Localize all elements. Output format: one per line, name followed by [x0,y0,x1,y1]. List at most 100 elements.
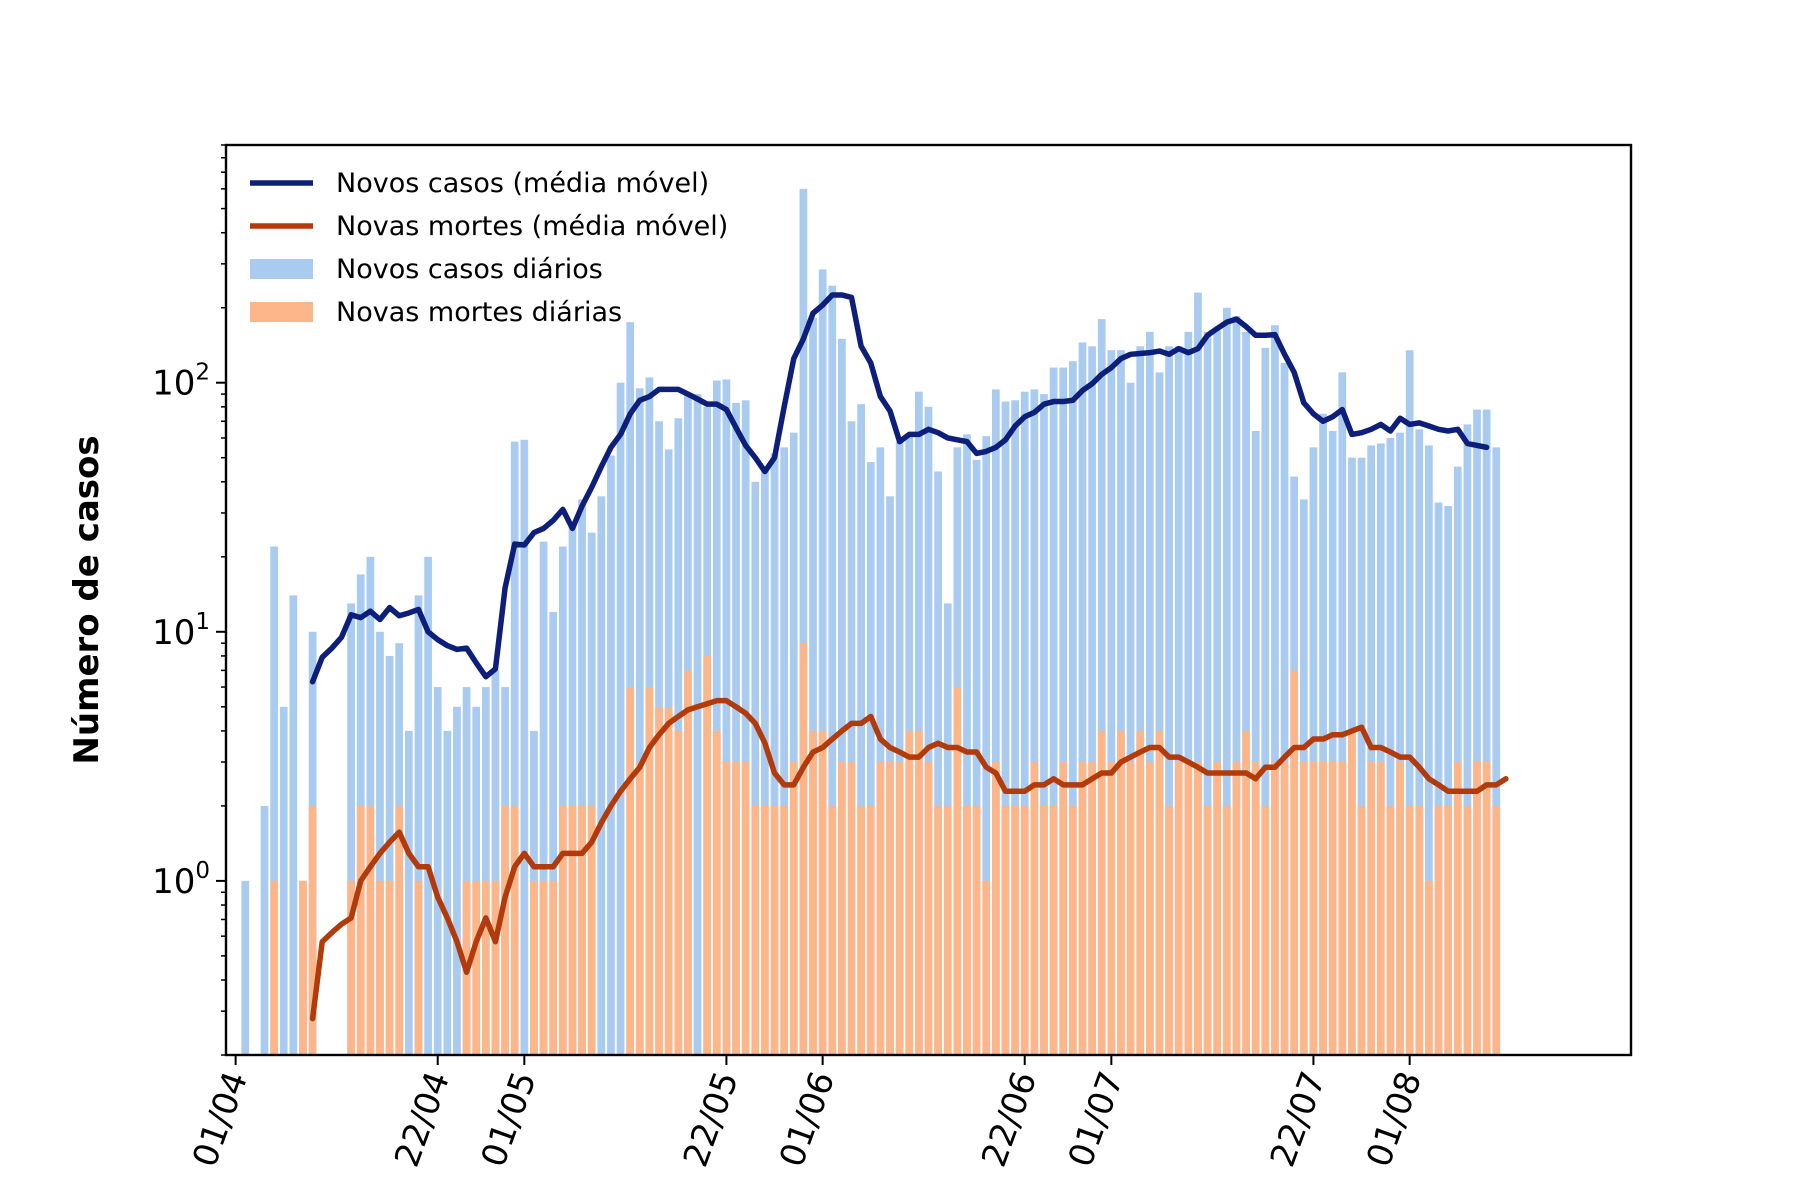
bar-novas-mortes [761,805,769,1055]
bar-novas-mortes [1261,805,1270,1055]
x-tick-label: 22/07 [1263,1066,1334,1172]
bar-novos-casos [520,439,529,1055]
bar-novas-mortes [366,805,375,1055]
bar-novos-casos [279,706,288,1055]
bar-novos-casos [260,805,269,1055]
bar-novas-mortes [645,687,654,1055]
bar-novas-mortes [1030,762,1039,1055]
bar-novos-casos [1049,367,1058,1056]
bar-novos-casos [712,380,721,1055]
bar-novos-casos [289,595,298,1055]
bar-novas-mortes [722,762,731,1055]
legend: Novos casos (média móvel) Novas mortes (m… [250,168,728,328]
bar-novas-mortes [376,880,384,1055]
bar-novos-casos [1242,331,1250,1056]
bar-novos-casos [866,462,875,1056]
bar-novas-mortes [1482,762,1491,1055]
bar-novos-casos [789,432,798,1055]
bar-novos-casos [385,655,394,1055]
bar-novas-mortes [895,762,904,1055]
bar-novos-casos [241,880,250,1055]
bar-novas-mortes [626,687,635,1055]
bar-novas-mortes [905,730,914,1055]
bar-novos-casos [1078,342,1087,1055]
plot-frame [224,143,1633,1057]
bar-novas-mortes [982,880,991,1055]
bar-novos-casos [1165,346,1173,1055]
bar-novas-mortes [1319,762,1327,1055]
bar-novos-casos [963,434,971,1055]
bar-novas-mortes [1069,805,1077,1055]
bar-novas-mortes [1309,762,1318,1055]
bar-novas-mortes [1088,762,1096,1055]
bar-novas-mortes [1155,730,1164,1055]
bar-novos-casos [847,421,856,1055]
bar-novos-casos [857,404,865,1055]
bar-novas-mortes [1145,762,1154,1055]
bar-novos-casos [693,394,702,1056]
bar-novas-mortes [1444,805,1453,1055]
bar-novas-mortes [395,805,404,1055]
bar-novos-casos [828,285,837,1055]
bar-novas-mortes [664,706,673,1055]
bar-novos-casos [607,455,615,1055]
bar-novos-casos [539,541,548,1055]
bar-novas-mortes [866,805,875,1055]
bar-novas-mortes [943,805,952,1055]
x-axis: 01/04 22/04 01/05 22/05 01/06 22/06 01/07 22/07… [185,1055,1430,1172]
bar-novas-mortes [828,805,837,1055]
bar-novas-mortes [1492,805,1501,1055]
bar-novas-mortes [385,880,394,1055]
x-tick-label: 01/06 [772,1066,843,1172]
bar-novos-casos [1415,429,1424,1055]
bar-novos-casos [1463,424,1472,1055]
bar-novas-mortes [1059,762,1068,1055]
bar-novos-casos [1328,430,1337,1056]
bar-novas-mortes [299,880,307,1055]
bar-novas-mortes [886,762,894,1055]
bar-novas-mortes [491,880,500,1055]
legend-label: Novos casos diários [336,254,603,285]
bar-novas-mortes [992,762,1000,1055]
bar-novos-casos [1213,330,1222,1055]
bar-novos-casos [1184,331,1193,1056]
x-tick-label: 22/04 [387,1066,458,1172]
bar-novos-casos [1280,362,1289,1056]
bar-novas-mortes [1020,805,1029,1055]
bar-novas-mortes [809,730,817,1055]
bar-novas-mortes [780,805,788,1055]
bar-novas-mortes [578,805,586,1055]
bar-novas-mortes [857,805,865,1055]
bar-novas-mortes [655,706,663,1055]
bar-novos-casos [838,338,846,1056]
bar-novas-mortes [876,762,885,1055]
bar-novos-casos [1357,457,1366,1055]
bar-novas-mortes [1174,762,1183,1055]
bar-novas-mortes [741,762,750,1055]
bar-novos-casos [1059,367,1068,1056]
bar-novos-casos [1030,389,1039,1055]
bar-novas-mortes [915,730,923,1055]
bar-novas-mortes [1126,762,1135,1055]
bar-novos-casos [741,400,750,1055]
bar-novas-mortes [924,762,933,1055]
y-axis-label: Número de casos [67,435,107,764]
bar-novos-casos [1492,447,1501,1055]
bar-novas-mortes [732,762,740,1055]
bar-novos-casos [347,603,355,1055]
bar-novas-mortes [934,805,942,1055]
bar-novos-casos [1145,331,1154,1056]
bar-novos-casos [433,687,442,1055]
bar-novos-casos [549,612,558,1055]
bar-novos-casos [924,406,933,1056]
bar-novas-mortes [1386,805,1395,1055]
bar-novas-mortes [1203,805,1212,1055]
bar-novos-casos [751,481,760,1055]
bar-novos-casos [992,389,1000,1055]
bar-novas-mortes [1453,762,1462,1055]
bar-novas-mortes [674,730,683,1055]
bar-novas-mortes [1376,762,1385,1055]
bar-novas-mortes [558,805,567,1055]
bar-novas-mortes [1222,805,1231,1055]
